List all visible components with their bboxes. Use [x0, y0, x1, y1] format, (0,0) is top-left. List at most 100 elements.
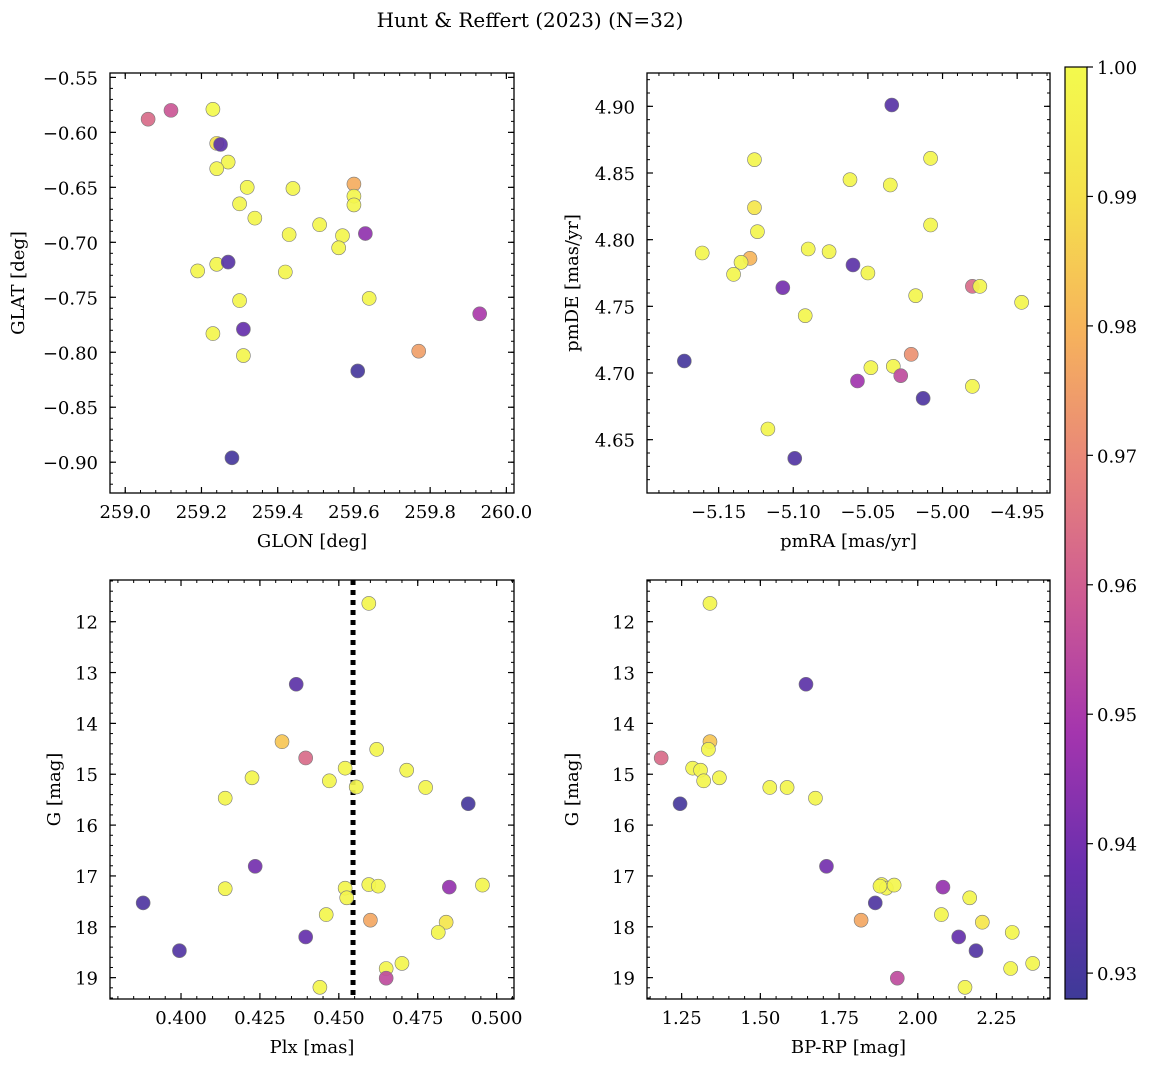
scatter-point: [1014, 295, 1029, 310]
scatter-point: [378, 970, 394, 986]
scatter-point: [339, 890, 355, 906]
scatter-points: [135, 596, 490, 995]
panels: 259.0 259.2 259.4 259.6 259.8 260.0 −0.55 −0.60…: [8, 68, 1051, 1058]
scatter-point: [653, 750, 669, 766]
scatter-point: [220, 254, 236, 270]
y-tick-label: −0.85: [43, 398, 98, 419]
scatter-point: [821, 244, 837, 259]
scatter-point: [779, 780, 795, 795]
scatter-point: [361, 596, 377, 611]
x-tick-label: 259.2: [176, 502, 228, 523]
y-tick-label: 14: [612, 714, 635, 735]
x-tick-label: 1.50: [740, 1008, 780, 1029]
y-tick-label: 12: [75, 613, 98, 634]
y-tick-label: −0.70: [43, 233, 98, 254]
scatter-point: [399, 762, 414, 778]
scatter-point: [460, 796, 476, 812]
y-tick-label: −0.75: [43, 288, 98, 309]
scatter-point: [209, 161, 225, 176]
y-axis-label: G [mag]: [44, 753, 65, 826]
scatter-point: [331, 240, 346, 256]
scatter-point: [808, 790, 823, 806]
y-tick-label: 16: [75, 816, 98, 837]
scatter-point: [853, 912, 869, 928]
scatter-point: [1025, 956, 1040, 971]
scatter-point: [903, 347, 919, 362]
y-tick-label: 17: [75, 867, 98, 888]
scatter-point: [965, 379, 980, 394]
y-tick-label: 17: [612, 867, 635, 888]
scatter-point: [968, 943, 984, 958]
x-tick-label: 1.25: [662, 1008, 702, 1029]
axes-frame: [646, 72, 1051, 494]
scatter-point: [972, 279, 988, 294]
scatter-point: [787, 451, 803, 466]
scatter-point: [893, 368, 909, 383]
axes-frame: [646, 579, 1051, 1000]
scatter-point: [232, 293, 247, 308]
colorbar-tick-label: 0.98: [1097, 317, 1137, 338]
scatter-point: [346, 197, 362, 213]
scatter-point: [935, 879, 951, 895]
scatter-point: [819, 858, 834, 874]
scatter-point: [312, 980, 328, 995]
scatter-point: [244, 770, 260, 786]
figure-title: Hunt & Reffert (2023) (N=32): [377, 8, 684, 32]
scatter-point: [278, 264, 293, 280]
scatter-point: [886, 877, 902, 893]
scatter-point: [750, 224, 765, 239]
x-tick-label: −5.15: [691, 502, 746, 523]
y-axis-label: pmDE [mas/yr]: [562, 214, 583, 352]
x-tick-label: 0.450: [313, 1008, 365, 1029]
colorbar-tick-label: 1.00: [1097, 58, 1137, 79]
colorbar-tick-label: 0.96: [1097, 576, 1137, 597]
y-tick-label: 19: [612, 969, 635, 990]
scatter-point: [247, 858, 263, 874]
scatter-point: [163, 103, 179, 118]
scatter-point: [800, 241, 816, 257]
scatter-point: [702, 596, 718, 611]
scatter-point: [701, 742, 716, 757]
scatter-point: [418, 780, 433, 795]
colorbar-tick-label: 0.93: [1097, 964, 1137, 985]
colorbar-gradient: [1064, 66, 1088, 1000]
scatter-point: [363, 912, 378, 928]
x-tick-label: 260.0: [481, 502, 533, 523]
y-tick-label: −0.55: [43, 68, 98, 89]
x-tick-label: 259.8: [404, 502, 456, 523]
scatter-point: [472, 306, 487, 322]
scatter-points: [677, 97, 1029, 466]
scatter-point: [224, 450, 240, 466]
y-tick-label: 15: [75, 765, 98, 786]
y-tick-label: 4.70: [595, 364, 635, 385]
x-tick-label: −5.10: [766, 502, 821, 523]
x-tick-label: −5.05: [840, 502, 895, 523]
y-axis-label: G [mag]: [562, 753, 583, 826]
scatter-point: [288, 676, 304, 692]
scatter-point: [361, 291, 377, 306]
scatter-point: [205, 326, 221, 341]
colorbar-tick-label: 0.99: [1097, 187, 1137, 208]
y-tick-label: 12: [612, 613, 635, 634]
scatter-point: [394, 956, 410, 971]
x-tick-label: 0.400: [155, 1008, 207, 1029]
scatter-point: [172, 943, 187, 958]
y-tick-label: 4.80: [595, 231, 635, 252]
scatter-point: [962, 890, 978, 906]
x-axis-label: BP-RP [mag]: [791, 1037, 906, 1058]
scatter-point: [274, 734, 290, 750]
x-axis-label: GLON [deg]: [257, 531, 367, 552]
scatter-point: [672, 796, 688, 812]
axes-frame: [109, 579, 515, 1000]
scatter-point: [934, 907, 949, 922]
y-tick-label: −0.80: [43, 343, 98, 364]
scatter-point: [220, 154, 236, 170]
scatter-points: [140, 101, 487, 466]
scatter-point: [190, 263, 205, 279]
scatter-point: [975, 914, 990, 930]
x-tick-label: 0.475: [392, 1008, 444, 1029]
y-tick-label: 19: [75, 969, 98, 990]
scatter-point: [923, 217, 938, 233]
y-tick-label: 15: [612, 765, 635, 786]
scatter-point: [872, 878, 888, 894]
